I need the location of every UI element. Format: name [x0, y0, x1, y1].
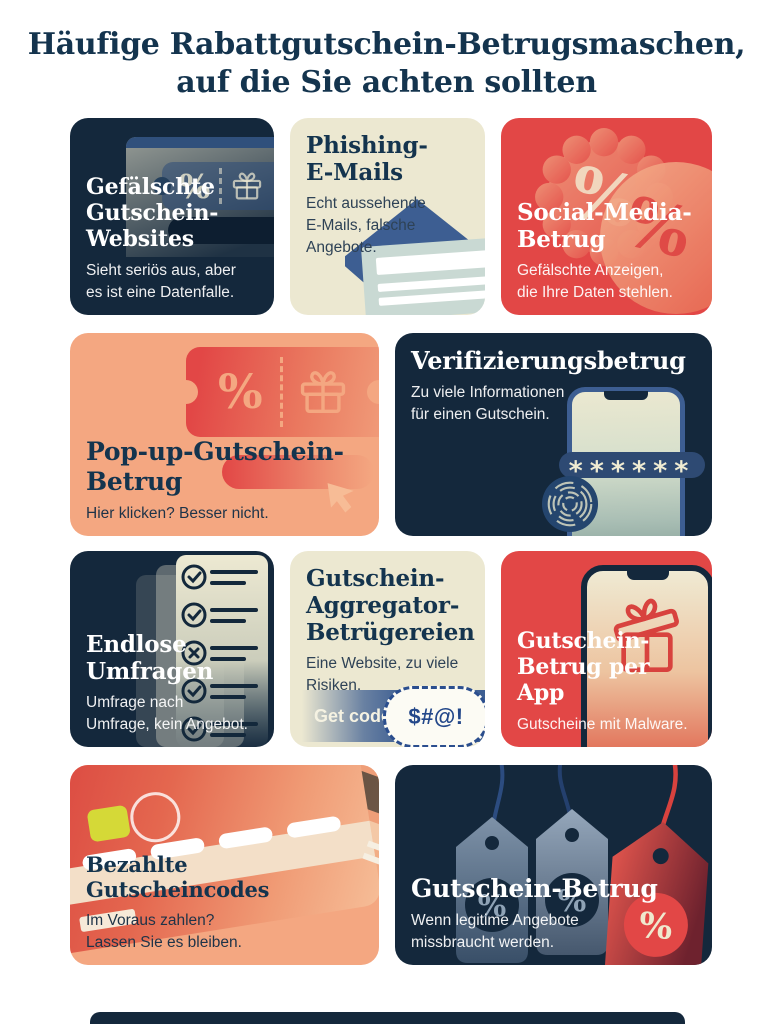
gift-icon — [613, 598, 679, 672]
percent-circle-icon: % — [600, 162, 712, 314]
card-title: Pop-up-Gutschein- Betrug — [86, 437, 344, 496]
envelope-icon — [345, 199, 485, 315]
card-desc: Wenn legitime Angebote missbraucht werde… — [411, 912, 579, 951]
search-bar-icon — [168, 217, 274, 244]
card-title: Gutschein- Betrug per App — [517, 628, 650, 707]
password-field-icon: ****** — [559, 452, 705, 485]
percent-glyph: % — [179, 166, 211, 206]
page-title: Häufige Rabattgutschein-Betrugsmaschen, … — [27, 27, 746, 101]
card-title: Endlose Umfragen — [86, 630, 214, 685]
card-social-media-scam: % % Social-Media- Betrug Gefälschte Anze… — [501, 118, 712, 315]
code-pill-icon: $#@! — [383, 686, 485, 747]
card-desc: Im Voraus zahlen? Lassen Sie es bleiben. — [86, 912, 242, 951]
price-tag-icon: % — [604, 822, 709, 965]
cursor-icon — [327, 483, 354, 513]
price-tag-icon: % — [536, 809, 608, 955]
password-mask: ****** — [568, 455, 696, 487]
card-desc: Zu viele Informationen für einen Gutsche… — [411, 384, 565, 424]
card-voucher-aggregator-scams: Gutschein- Aggregator- Betrügereien Eine… — [290, 551, 485, 747]
survey-list-icon — [136, 555, 268, 747]
card-desc: Echt aussehende E-Mails, falsche Angebot… — [306, 195, 426, 257]
scam-code-text: $#@! — [408, 704, 464, 729]
card-title: Phishing- E-Mails — [306, 132, 428, 187]
svg-text:%: % — [638, 905, 674, 948]
card-voucher-fraud: % % % Gutschein-Betrug Wenn legitime Ang… — [395, 765, 712, 965]
card-title: Gutschein- Aggregator- Betrügereien — [306, 565, 475, 647]
card-desc: Umfrage nach Umfrage, kein Angebot. — [86, 694, 248, 733]
coupon-icon: % — [162, 162, 274, 210]
card-logo-ring — [126, 788, 184, 846]
card-chip-icon — [86, 804, 131, 843]
svg-text:%: % — [558, 884, 587, 919]
gift-icon — [233, 172, 262, 200]
card-title: Verifizierungsbetrug — [411, 346, 686, 375]
percent-glyph: % — [218, 364, 263, 420]
card-phishing-emails: Phishing- E-Mails Echt aussehende E-Mail… — [290, 118, 485, 315]
card-fake-voucher-websites: % Gefälschte Gutschein- Websites Sieht s… — [70, 118, 274, 315]
card-desc: Eine Website, zu viele Risiken. — [306, 655, 459, 695]
button-pill-icon — [222, 455, 374, 489]
footer-bar-partial — [90, 1012, 685, 1024]
gift-icon — [300, 371, 345, 414]
svg-text:%: % — [478, 889, 507, 924]
coupon-divider — [219, 168, 223, 204]
card-desc: Gefälschte Anzeigen, die Ihre Daten steh… — [517, 262, 673, 301]
card-desc: Sieht seriös aus, aber es ist eine Daten… — [86, 262, 236, 301]
card-voucher-scam-per-app: Gutschein- Betrug per App Gutscheine mit… — [501, 551, 712, 747]
card-title: Bezahlte Gutscheincodes — [86, 852, 270, 903]
phone-icon — [581, 565, 712, 747]
letter-icon — [361, 237, 485, 315]
card-title: Gutschein-Betrug — [411, 873, 658, 903]
get-code-banner: Get code $#@! — [290, 686, 485, 747]
card-title: Gefälschte Gutschein- Websites — [86, 174, 219, 253]
card-verification-scam: ****** Verifizierungsbetrug Zu viele Inf… — [395, 333, 712, 536]
card-popup-voucher-scam: % Pop-up-Gutschein- Betrug Hier klicken?… — [70, 333, 379, 536]
fingerprint-icon — [541, 475, 599, 533]
card-endless-surveys: Endlose Umfragen Umfrage nach Umfrage, k… — [70, 551, 274, 747]
card-desc: Hier klicken? Besser nicht. — [86, 505, 269, 522]
price-tag-icon: % — [456, 817, 528, 963]
coupon-divider — [279, 357, 283, 427]
get-code-label: Get code — [314, 705, 392, 726]
coupon-icon: % — [186, 347, 379, 437]
card-desc: Gutscheine mit Malware. — [517, 716, 688, 733]
price-tags-illustration: % % % — [456, 765, 709, 965]
card-paid-voucher-codes: Bezahlte Gutscheincodes Im Voraus zahlen… — [70, 765, 379, 965]
card-title: Social-Media- Betrug — [517, 198, 692, 253]
